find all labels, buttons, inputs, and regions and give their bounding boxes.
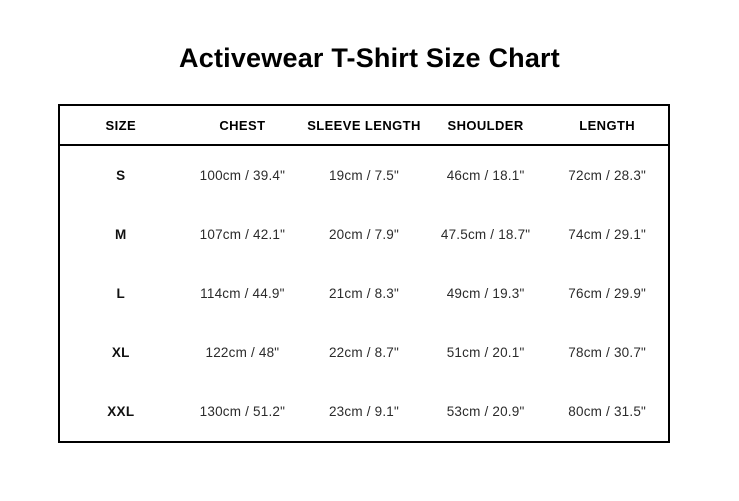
cell-shoulder: 46cm / 18.1" — [446, 168, 525, 183]
cell-size: XXL — [107, 404, 135, 419]
table-row-xl: XL 122cm / 48" 22cm / 8.7" 51cm / 20.1" … — [60, 323, 668, 382]
cell-length: 80cm / 31.5" — [568, 404, 647, 419]
table-row-xxl: XXL 130cm / 51.2" 23cm / 9.1" 53cm / 20.… — [60, 382, 668, 441]
table-header-row: SIZE CHEST SLEEVE LENGTH SHOULDER LENGTH — [60, 106, 668, 146]
table-row-s: S 100cm / 39.4" 19cm / 7.5" 46cm / 18.1"… — [60, 146, 668, 205]
cell-length: 78cm / 30.7" — [568, 345, 647, 360]
cell-size: M — [115, 227, 127, 242]
column-header-length: LENGTH — [579, 117, 636, 133]
column-header-size: SIZE — [105, 117, 137, 133]
cell-sleeve-length: 19cm / 7.5" — [328, 168, 399, 183]
cell-chest: 100cm / 39.4" — [199, 168, 286, 183]
cell-sleeve-length: 22cm / 8.7" — [328, 345, 399, 360]
cell-size: XL — [111, 345, 130, 360]
cell-chest: 122cm / 48" — [205, 345, 280, 360]
cell-chest: 107cm / 42.1" — [199, 227, 286, 242]
cell-sleeve-length: 21cm / 8.3" — [328, 286, 399, 301]
column-header-shoulder: SHOULDER — [447, 117, 524, 133]
cell-length: 74cm / 29.1" — [568, 227, 647, 242]
cell-length: 76cm / 29.9" — [568, 286, 647, 301]
size-chart-table: SIZE CHEST SLEEVE LENGTH SHOULDER LENGTH… — [58, 104, 670, 443]
cell-chest: 114cm / 44.9" — [200, 286, 285, 301]
cell-sleeve-length: 20cm / 7.9" — [328, 227, 399, 242]
table-row-l: L 114cm / 44.9" 21cm / 8.3" 49cm / 19.3"… — [60, 264, 668, 323]
cell-sleeve-length: 23cm / 9.1" — [328, 404, 399, 419]
cell-shoulder: 53cm / 20.9" — [446, 404, 525, 419]
column-header-chest: CHEST — [219, 117, 266, 133]
page-title: Activewear T-Shirt Size Chart — [179, 43, 560, 73]
cell-length: 72cm / 28.3" — [568, 168, 647, 183]
cell-shoulder: 49cm / 19.3" — [446, 286, 525, 301]
column-header-sleeve-length: SLEEVE LENGTH — [307, 117, 421, 133]
cell-chest: 130cm / 51.2" — [199, 404, 286, 419]
cell-shoulder: 47.5cm / 18.7" — [440, 227, 531, 242]
cell-shoulder: 51cm / 20.1" — [446, 345, 525, 360]
cell-size: S — [116, 168, 126, 183]
table-row-m: M 107cm / 42.1" 20cm / 7.9" 47.5cm / 18.… — [60, 205, 668, 264]
cell-size: L — [116, 286, 126, 301]
